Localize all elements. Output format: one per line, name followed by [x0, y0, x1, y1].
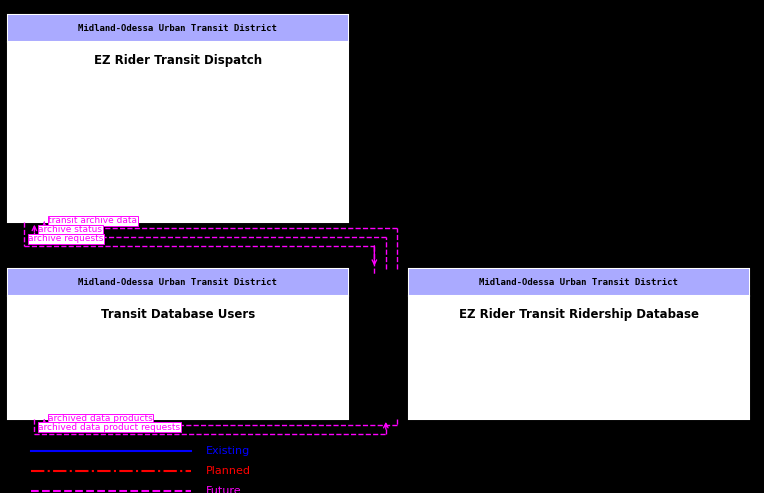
Bar — [8, 269, 348, 296]
Text: Transit Database Users: Transit Database Users — [101, 308, 254, 321]
Text: EZ Rider Transit Dispatch: EZ Rider Transit Dispatch — [93, 54, 262, 67]
Text: archive status: archive status — [38, 225, 102, 234]
Bar — [409, 269, 749, 419]
Bar — [8, 15, 348, 222]
Bar — [8, 269, 348, 419]
Bar — [8, 15, 348, 42]
Bar — [409, 269, 749, 296]
Text: Midland-Odessa Urban Transit District: Midland-Odessa Urban Transit District — [78, 278, 277, 287]
Text: Midland-Odessa Urban Transit District: Midland-Odessa Urban Transit District — [479, 278, 678, 287]
Text: EZ Rider Transit Ridership Database: EZ Rider Transit Ridership Database — [458, 308, 699, 321]
Text: Midland-Odessa Urban Transit District: Midland-Odessa Urban Transit District — [78, 24, 277, 33]
Text: transit archive data: transit archive data — [48, 216, 137, 225]
Text: archived data product requests: archived data product requests — [38, 423, 180, 432]
Text: archive requests: archive requests — [28, 234, 104, 243]
Text: Planned: Planned — [206, 466, 251, 476]
Text: Existing: Existing — [206, 446, 251, 456]
Text: Future: Future — [206, 486, 242, 493]
Text: archived data products: archived data products — [48, 414, 153, 423]
